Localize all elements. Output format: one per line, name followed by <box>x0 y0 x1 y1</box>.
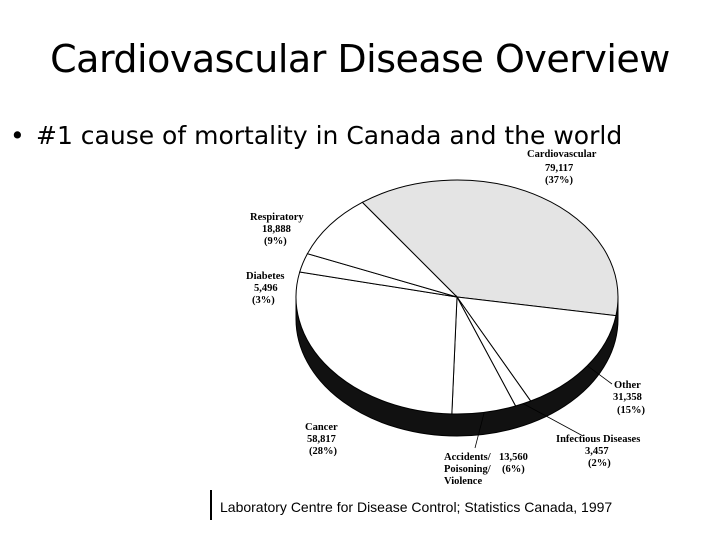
bullet-text: #1 cause of mortality in Canada and the … <box>36 121 623 150</box>
label-other-percent: (15%) <box>617 405 645 416</box>
leader-line-accidents <box>474 412 485 449</box>
label-cancer-name: Cancer <box>305 422 338 433</box>
label-respiratory-name: Respiratory <box>250 212 304 223</box>
label-accidents-percent: (6%) <box>502 464 525 475</box>
bullet-item: • #1 cause of mortality in Canada and the… <box>10 118 710 154</box>
slide-title: Cardiovascular Disease Overview <box>50 37 670 81</box>
label-cardiovascular-value: 79,117 <box>545 163 573 174</box>
label-diabetes-percent: (3%) <box>252 295 275 306</box>
label-diabetes-name: Diabetes <box>246 271 285 282</box>
pie-slice-respiratory <box>306 201 458 298</box>
leader-line-other <box>587 365 613 385</box>
label-infectious-name: Infectious Diseases <box>556 434 640 445</box>
label-infectious-value: 3,457 <box>585 446 609 457</box>
label-accidents-value: 13,560 <box>499 452 528 463</box>
label-cancer-percent: (28%) <box>309 446 337 457</box>
label-respiratory-value: 18,888 <box>262 224 291 235</box>
label-other-value: 31,358 <box>613 392 642 403</box>
pie-slice-cancer <box>295 271 458 415</box>
label-cancer-value: 58,817 <box>307 434 336 445</box>
source-citation: Laboratory Centre for Disease Control; S… <box>220 499 613 515</box>
label-infectious-percent: (2%) <box>588 458 611 469</box>
label-accidents-line2: Poisoning/ <box>444 464 492 475</box>
label-cardiovascular-name: Cardiovascular <box>527 149 597 160</box>
label-accidents-line3: Violence <box>444 476 482 487</box>
pie-slice-other <box>455 296 617 402</box>
label-diabetes-value: 5,496 <box>254 283 278 294</box>
label-respiratory-percent: (9%) <box>264 236 287 247</box>
source-frame-edge <box>210 490 212 520</box>
label-other-name: Other <box>614 380 641 391</box>
bullet-dot-icon: • <box>10 121 25 150</box>
label-accidents-line1: Accidents/ <box>444 452 492 463</box>
pie-slice-cardiovascular <box>361 179 619 317</box>
leader-line-infectious <box>523 403 584 437</box>
label-cardiovascular-percent: (37%) <box>545 175 573 186</box>
